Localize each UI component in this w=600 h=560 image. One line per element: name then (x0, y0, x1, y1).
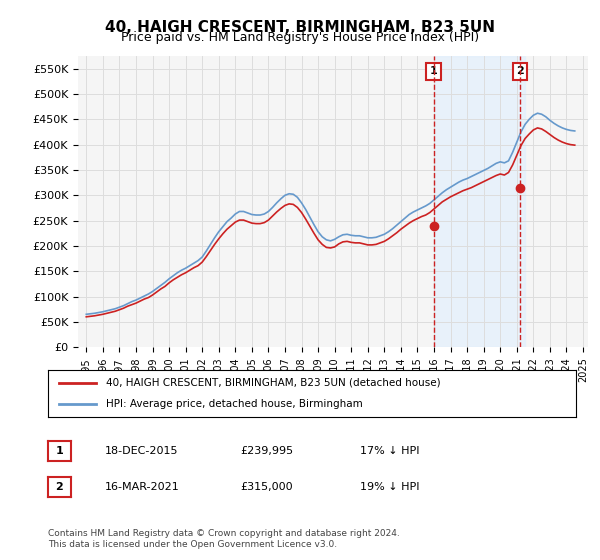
Text: 2: 2 (56, 482, 63, 492)
Text: 16-MAR-2021: 16-MAR-2021 (105, 482, 180, 492)
Text: 40, HAIGH CRESCENT, BIRMINGHAM, B23 5UN (detached house): 40, HAIGH CRESCENT, BIRMINGHAM, B23 5UN … (106, 378, 441, 388)
Text: 1: 1 (56, 446, 63, 456)
Text: 40, HAIGH CRESCENT, BIRMINGHAM, B23 5UN: 40, HAIGH CRESCENT, BIRMINGHAM, B23 5UN (105, 20, 495, 35)
Text: 19% ↓ HPI: 19% ↓ HPI (360, 482, 419, 492)
Text: Price paid vs. HM Land Registry's House Price Index (HPI): Price paid vs. HM Land Registry's House … (121, 31, 479, 44)
Text: £315,000: £315,000 (240, 482, 293, 492)
Text: £239,995: £239,995 (240, 446, 293, 456)
Text: 17% ↓ HPI: 17% ↓ HPI (360, 446, 419, 456)
Text: Contains HM Land Registry data © Crown copyright and database right 2024.
This d: Contains HM Land Registry data © Crown c… (48, 529, 400, 549)
Text: 2: 2 (517, 66, 524, 76)
Text: 18-DEC-2015: 18-DEC-2015 (105, 446, 179, 456)
Text: HPI: Average price, detached house, Birmingham: HPI: Average price, detached house, Birm… (106, 399, 363, 409)
Bar (434, 56, 525, 347)
Text: 1: 1 (430, 66, 437, 76)
